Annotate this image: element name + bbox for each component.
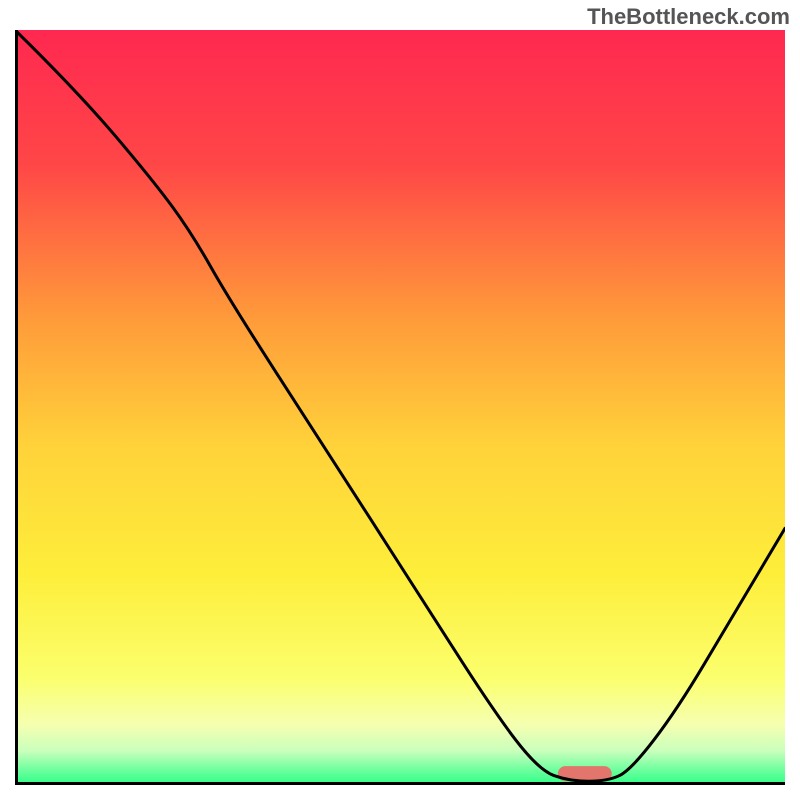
gradient-background <box>15 30 785 785</box>
chart-svg <box>15 30 785 785</box>
watermark-text: TheBottleneck.com <box>587 4 790 30</box>
plot-area <box>15 30 785 785</box>
chart-container: TheBottleneck.com <box>0 0 800 800</box>
